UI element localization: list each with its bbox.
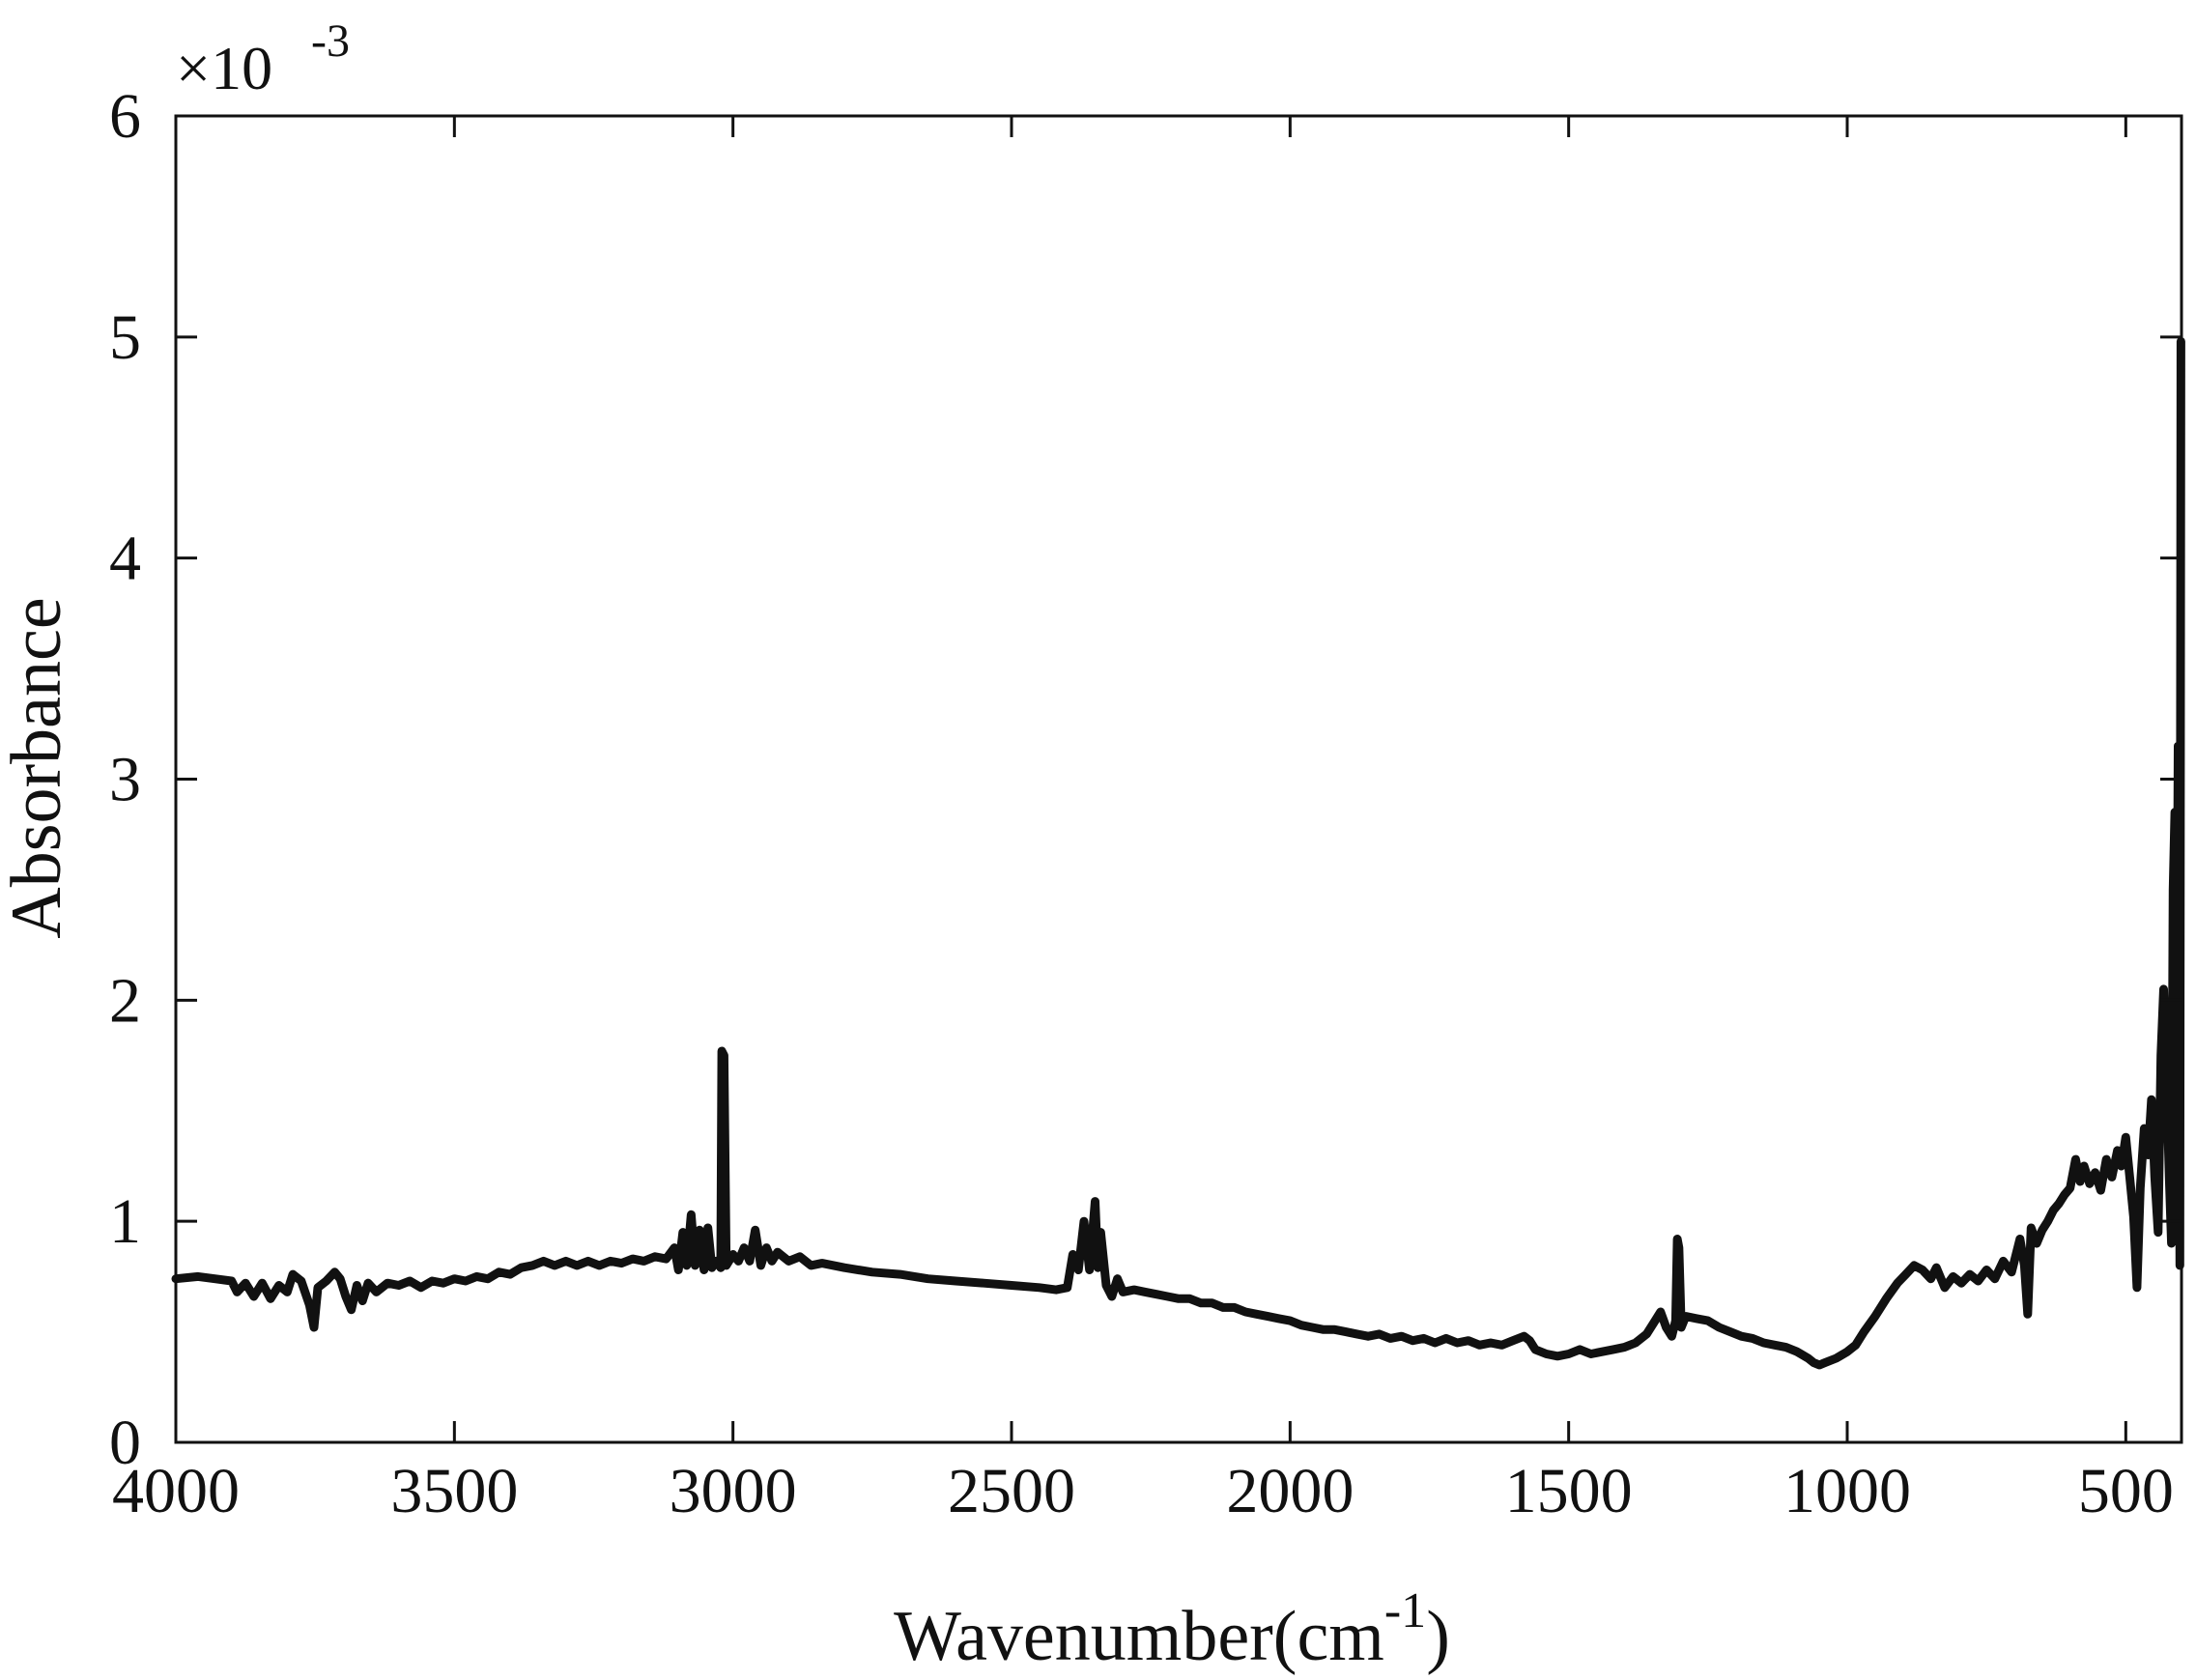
- y-tick-label: 3: [109, 745, 141, 815]
- y-tick-label: 6: [109, 81, 141, 152]
- x-axis-label: Wavenumber(cm-1): [894, 1583, 1450, 1676]
- y-axis-multiplier: ×10: [176, 34, 272, 102]
- plot-layer: [171, 336, 2185, 1370]
- x-axis-label-exponent: -1: [1384, 1583, 1426, 1638]
- x-tick-label: 1500: [1505, 1456, 1633, 1526]
- plot-frame: [174, 114, 2183, 1444]
- y-tick-label: 0: [109, 1408, 141, 1478]
- x-tick-label: 3500: [390, 1456, 518, 1526]
- absorbance-series-line: [171, 336, 2185, 1370]
- y-tick-label: 1: [109, 1186, 141, 1257]
- y-axis-label: Absorbance: [0, 597, 76, 938]
- x-axis-label-main: Wavenumber(cm: [894, 1597, 1384, 1676]
- x-tick-label: 3000: [670, 1456, 797, 1526]
- x-tick-label: 2000: [1226, 1456, 1354, 1526]
- x-tick-label: 2500: [948, 1456, 1075, 1526]
- y-tick-label: 4: [109, 524, 141, 594]
- x-tick-label: 4000: [112, 1456, 240, 1526]
- y-tick-label: 5: [109, 302, 141, 373]
- ticks-layer: 4000 3500 3000 2500 2000 1500 1000 500 0 1 2 3 4 5 6: [109, 81, 2182, 1526]
- x-tick-label: 500: [2078, 1456, 2174, 1526]
- x-axis-label-suffix: ): [1426, 1597, 1450, 1676]
- y-tick-label: 2: [109, 965, 141, 1036]
- y-axis-multiplier-exponent: -3: [311, 15, 350, 67]
- x-tick-label: 1000: [1783, 1456, 1911, 1526]
